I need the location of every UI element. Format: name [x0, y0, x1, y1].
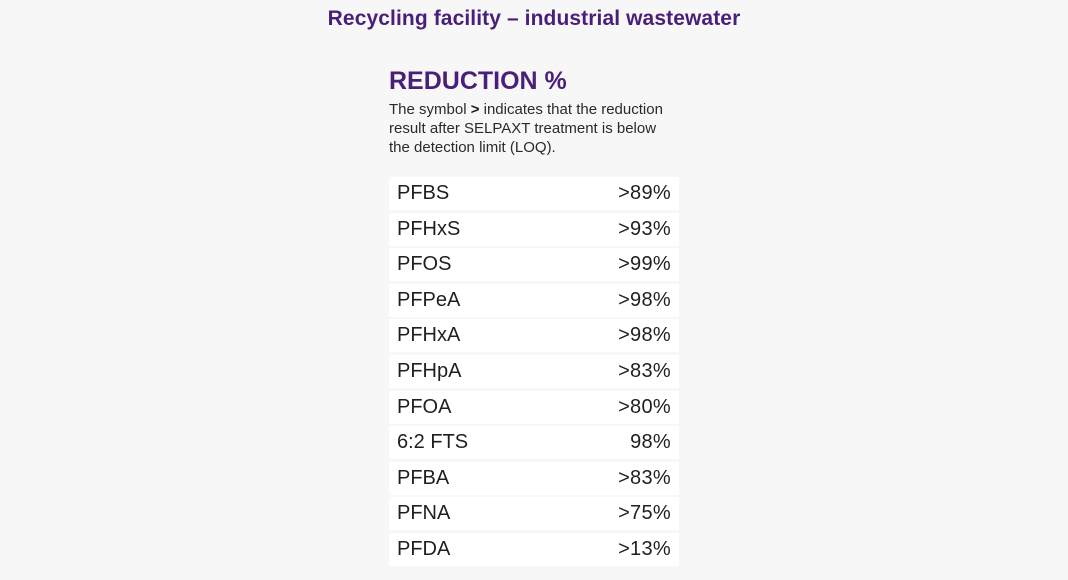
row-value: >99%: [618, 253, 671, 276]
table-row: PFBA >83%: [389, 461, 679, 495]
row-name: PFPeA: [397, 288, 461, 311]
row-value: >80%: [618, 395, 671, 418]
row-name: PFBS: [397, 182, 450, 204]
row-value: 98%: [630, 431, 671, 454]
panel-description: The symbol > indicates that the reductio…: [389, 100, 679, 157]
row-value: >83%: [618, 359, 671, 382]
table-row: 6:2 FTS 98%: [389, 426, 679, 460]
desc-symbol: >: [470, 101, 480, 118]
reduction-panel: REDUCTION % The symbol > indicates that …: [389, 66, 679, 157]
row-value: >98%: [618, 324, 671, 347]
desc-line1-rest: indicates that the reduction: [479, 101, 663, 118]
row-value: >98%: [618, 288, 671, 311]
desc-line3: the detection limit (LOQ).: [389, 139, 556, 156]
row-name: PFDA: [397, 537, 451, 560]
row-value: >83%: [618, 466, 671, 489]
row-value: >75%: [618, 502, 671, 525]
reduction-table: PFBS >89% PFHxS >93% PFOS >99% PFPeA >98…: [389, 177, 679, 569]
row-name: 6:2 FTS: [397, 431, 469, 454]
table-row: PFHxA >98%: [389, 319, 679, 353]
row-name: PFOS: [397, 253, 452, 276]
table-row: PFHxS >93%: [389, 212, 679, 246]
row-name: PFHpA: [397, 359, 462, 382]
table-row: PFOA >80%: [389, 390, 679, 424]
row-name: PFHxA: [397, 324, 461, 347]
page-heading: Recycling facility – industrial wastewat…: [327, 7, 741, 30]
row-value: >93%: [618, 217, 671, 240]
table-row: PFDA >13%: [389, 532, 679, 566]
row-name: PFHxS: [397, 217, 461, 240]
row-value: >13%: [618, 537, 671, 560]
desc-line2: result after SELPAXT treatment is below: [389, 120, 657, 137]
table-row: PFPeA >98%: [389, 283, 679, 317]
row-value: >89%: [618, 182, 671, 204]
table-row: PFHpA >83%: [389, 354, 679, 388]
panel-title: REDUCTION %: [389, 67, 567, 95]
row-name: PFBA: [397, 466, 450, 489]
row-name: PFOA: [397, 395, 452, 418]
table-row: PFOS >99%: [389, 248, 679, 282]
table-row: PFNA >75%: [389, 497, 679, 531]
table-row: PFBS >89%: [389, 177, 679, 210]
desc-prefix: The symbol: [389, 101, 471, 118]
row-name: PFNA: [397, 502, 451, 525]
